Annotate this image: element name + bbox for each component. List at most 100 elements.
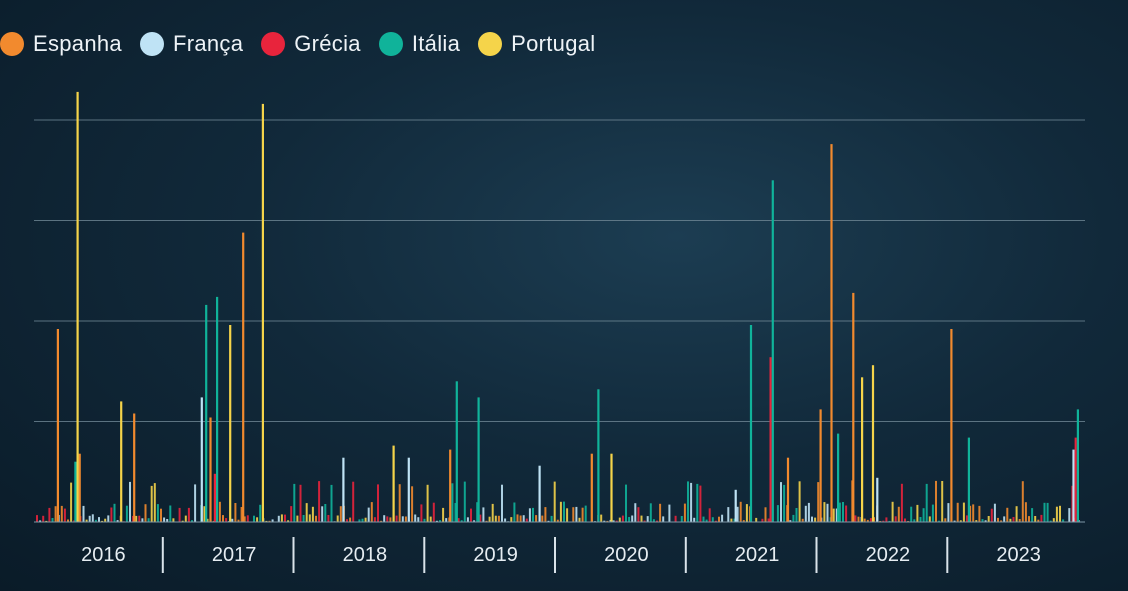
minor-bar	[147, 518, 150, 522]
minor-bar	[181, 520, 184, 522]
minor-bar	[718, 516, 720, 522]
minor-bar	[913, 519, 916, 522]
minor-bar	[931, 504, 934, 522]
legend-item-grecia[interactable]: Grécia	[261, 31, 361, 57]
minor-bar	[321, 506, 324, 522]
bar-itália	[205, 304, 208, 522]
minor-bar	[857, 516, 860, 522]
minor-bar	[277, 515, 280, 522]
minor-bar	[463, 481, 466, 522]
bar-grécia	[213, 473, 216, 522]
minor-bar	[1000, 520, 1003, 522]
minor-bar	[659, 503, 662, 522]
bar-itália	[597, 389, 600, 522]
minor-bar	[687, 481, 689, 522]
legend-label-portugal: Portugal	[511, 31, 596, 56]
minor-bar	[854, 515, 857, 522]
bar-itália	[74, 461, 77, 522]
minor-bar	[925, 483, 928, 522]
minor-bar	[938, 520, 941, 522]
minor-bar	[1028, 516, 1030, 522]
minor-bar	[615, 520, 618, 522]
minor-bar	[361, 518, 364, 522]
bar-espanha	[819, 409, 822, 522]
minor-bar	[978, 505, 981, 522]
bar-portugal	[871, 365, 875, 522]
minor-bar	[714, 520, 717, 522]
minor-bar	[240, 507, 243, 522]
minor-bar	[897, 506, 900, 522]
bar-portugal	[261, 103, 264, 523]
minor-bar	[414, 514, 417, 522]
minor-bar	[919, 517, 922, 522]
minor-bar	[473, 520, 476, 522]
minor-bar	[572, 507, 575, 522]
minor-bar	[637, 507, 640, 522]
minor-bar	[315, 515, 317, 522]
minor-bar	[470, 508, 472, 522]
legend-item-italia[interactable]: Itália	[378, 31, 461, 57]
minor-bar	[628, 517, 631, 522]
minor-bar	[705, 519, 708, 522]
minor-bar	[386, 516, 389, 522]
minor-bar	[1059, 505, 1061, 522]
minor-bar	[674, 515, 677, 522]
minor-bar	[993, 503, 996, 522]
minor-bar	[280, 514, 283, 522]
minor-bar	[222, 515, 224, 522]
minor-bar	[482, 507, 485, 522]
minor-bar	[1003, 516, 1006, 522]
minor-bar	[144, 504, 147, 522]
minor-bar	[900, 483, 903, 522]
minor-bar	[330, 484, 333, 522]
minor-bar	[606, 520, 609, 522]
minor-bar	[203, 506, 206, 522]
bar-itália	[749, 325, 753, 522]
minor-bar	[1012, 517, 1015, 522]
minor-bar	[553, 481, 556, 522]
bar-frança	[342, 457, 345, 522]
bar-espanha	[242, 232, 245, 522]
minor-bar	[401, 516, 404, 522]
minor-bar	[866, 519, 869, 522]
minor-bar	[953, 520, 956, 522]
minor-bar	[612, 520, 615, 522]
minor-bar	[631, 515, 634, 522]
minor-bar	[559, 501, 562, 522]
bar-itália	[837, 433, 840, 522]
year-label-2017: 2017	[212, 544, 257, 566]
bar-itália	[771, 180, 774, 523]
minor-bar	[380, 520, 383, 522]
legend-item-espanha[interactable]: Espanha	[0, 31, 122, 57]
bar-portugal	[76, 91, 79, 523]
minor-bar	[48, 507, 51, 522]
minor-bar	[789, 520, 792, 522]
minor-bar	[519, 515, 522, 522]
minor-bar	[683, 503, 686, 522]
minor-bar	[423, 518, 426, 522]
minor-bar	[116, 520, 119, 522]
minor-bars	[36, 480, 1080, 522]
bar-espanha	[133, 413, 136, 522]
bar-portugal	[229, 325, 232, 522]
minor-bar	[98, 517, 100, 522]
minor-bar	[243, 516, 246, 522]
minor-bar	[302, 515, 305, 522]
legend-item-portugal[interactable]: Portugal	[478, 31, 595, 57]
legend-dot-franca	[139, 32, 164, 56]
minor-bar	[733, 518, 736, 522]
legend-item-franca[interactable]: França	[139, 31, 243, 57]
minor-bar	[1006, 507, 1009, 522]
year-label-2021: 2021	[735, 544, 780, 566]
minor-bar	[311, 506, 314, 522]
minor-bar	[1068, 508, 1071, 522]
chart-legend: Espanha França Grécia Itália Portugal	[0, 28, 613, 60]
minor-bar	[1037, 519, 1040, 522]
minor-bar	[885, 517, 888, 522]
minor-bar	[783, 484, 786, 522]
legend-label-italia: Itália	[411, 31, 461, 56]
minor-bar	[550, 515, 553, 522]
bar-espanha	[950, 329, 953, 522]
minor-bar	[513, 502, 516, 522]
bar-frança	[538, 465, 541, 522]
